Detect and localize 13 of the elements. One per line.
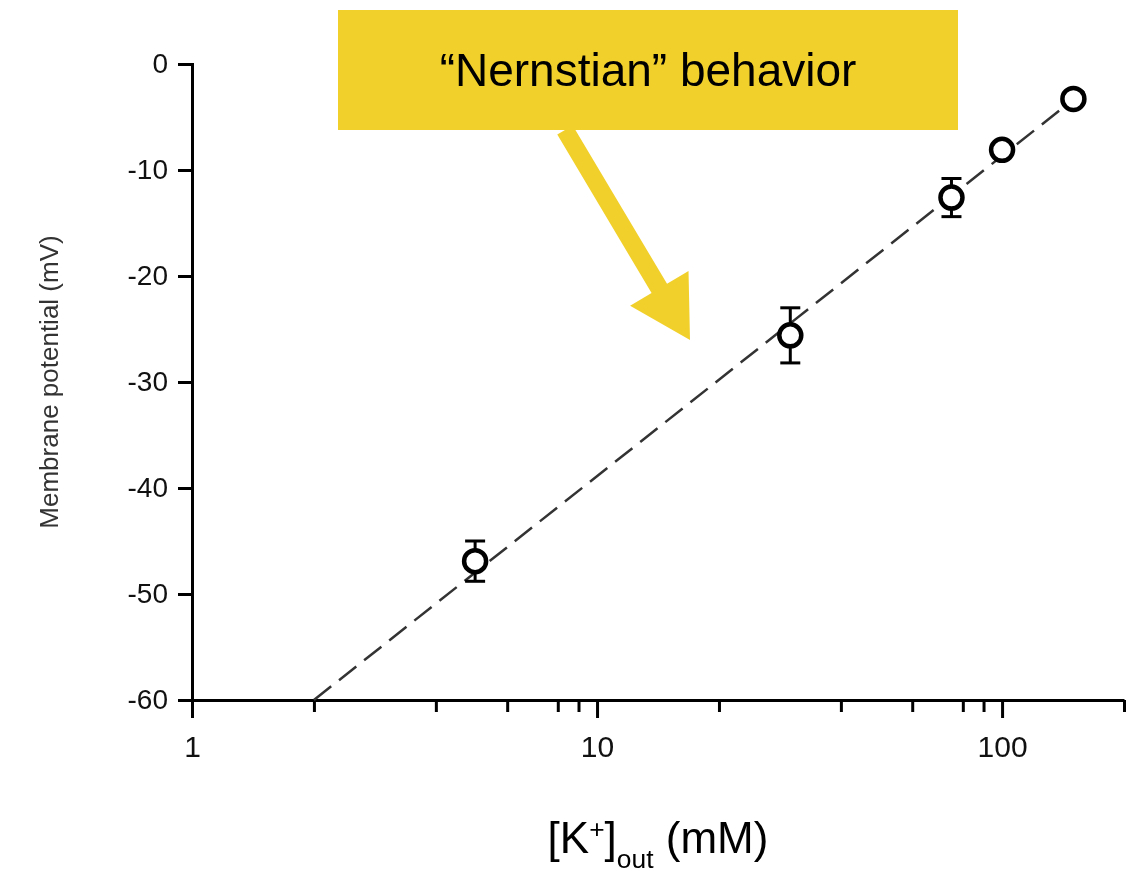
y-tick-label: -40 (127, 472, 168, 504)
y-tick-label: -50 (127, 578, 168, 610)
y-tick-label: -30 (127, 366, 168, 398)
x-axis-title: [K$^{+}$]$_{out}$ (mM) (547, 813, 769, 871)
y-tick-label: -10 (127, 154, 168, 186)
x-tick-label: 100 (977, 730, 1028, 764)
y-tick-label: -60 (127, 684, 168, 716)
x-tick-label: 10 (580, 730, 615, 764)
x-tick-label: 1 (184, 730, 201, 764)
y-tick-label: -20 (127, 260, 168, 292)
y-axis-title: Membrane potential (mV) (34, 235, 64, 529)
annotation: “Nernstian” behavior (439, 44, 857, 96)
y-tick-label: 0 (152, 48, 168, 80)
